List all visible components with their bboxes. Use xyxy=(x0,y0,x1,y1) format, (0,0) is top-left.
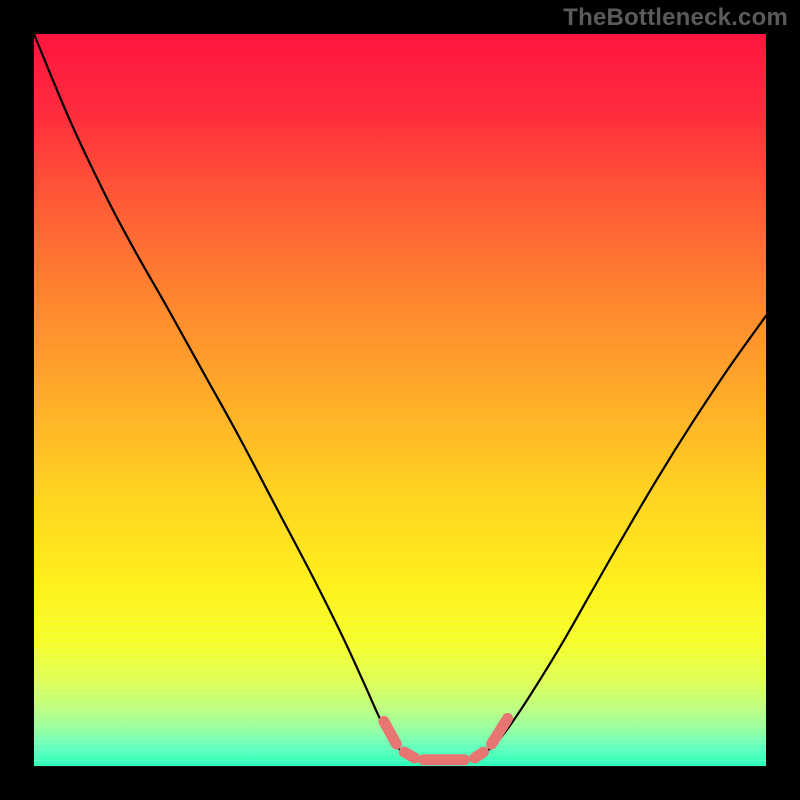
watermark-text: TheBottleneck.com xyxy=(563,4,788,32)
bottleneck-chart xyxy=(0,0,800,800)
stage: TheBottleneck.com xyxy=(0,0,800,800)
gradient-background xyxy=(34,34,766,766)
